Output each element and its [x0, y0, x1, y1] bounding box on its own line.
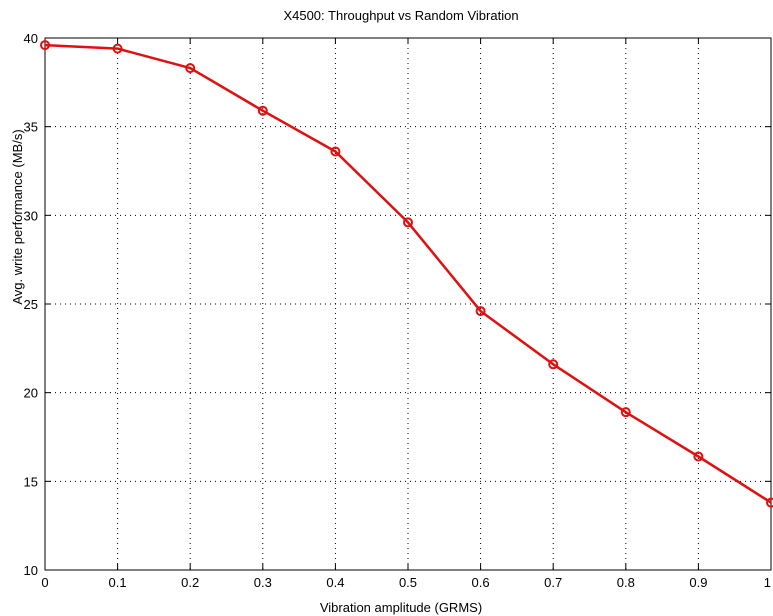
data-point — [112, 43, 123, 54]
x-tick-label: 0.2 — [181, 575, 199, 590]
chart-title: X4500: Throughput vs Random Vibration — [283, 8, 518, 23]
x-tick-label: 0 — [41, 575, 48, 590]
data-point — [403, 217, 413, 228]
data-point — [766, 497, 773, 508]
data-point — [620, 407, 631, 418]
x-tick-label: 1 — [764, 575, 771, 590]
x-tick-label: 0.4 — [326, 575, 344, 590]
x-tick-label: 0.6 — [472, 575, 490, 590]
x-tick-label: 0.9 — [689, 575, 707, 590]
data-point — [257, 105, 268, 116]
y-tick-label: 35 — [24, 120, 38, 135]
y-tick-label: 30 — [24, 208, 38, 223]
y-tick-label: 15 — [24, 474, 38, 489]
data-point — [40, 40, 50, 51]
x-axis-label: Vibration amplitude (GRMS) — [320, 600, 482, 615]
x-tick-label: 0.8 — [617, 575, 635, 590]
tick-labels: 0 0.1 0.2 0.3 0.4 0.5 0.6 0.7 0.8 0.9 1 10 15 20 25 30 3… — [24, 31, 771, 590]
y-tick-label: 10 — [24, 563, 38, 578]
data-point — [185, 63, 196, 74]
x-tick-label: 0.7 — [544, 575, 562, 590]
y-tick-label: 25 — [24, 297, 38, 312]
data-point — [475, 306, 486, 317]
data-point — [693, 451, 704, 462]
y-tick-label: 40 — [24, 31, 38, 46]
data-point — [330, 146, 341, 157]
x-tick-label: 0.5 — [399, 575, 417, 590]
x-tick-label: 0.1 — [109, 575, 127, 590]
grid — [45, 38, 771, 570]
axes — [44, 37, 772, 571]
data-point — [548, 359, 559, 370]
series-line — [44, 43, 772, 504]
y-axis-label: Avg. write performance (MB/s) — [10, 129, 25, 304]
y-tick-label: 20 — [24, 386, 38, 401]
x-tick-label: 0.3 — [254, 575, 272, 590]
series-group — [40, 40, 773, 508]
